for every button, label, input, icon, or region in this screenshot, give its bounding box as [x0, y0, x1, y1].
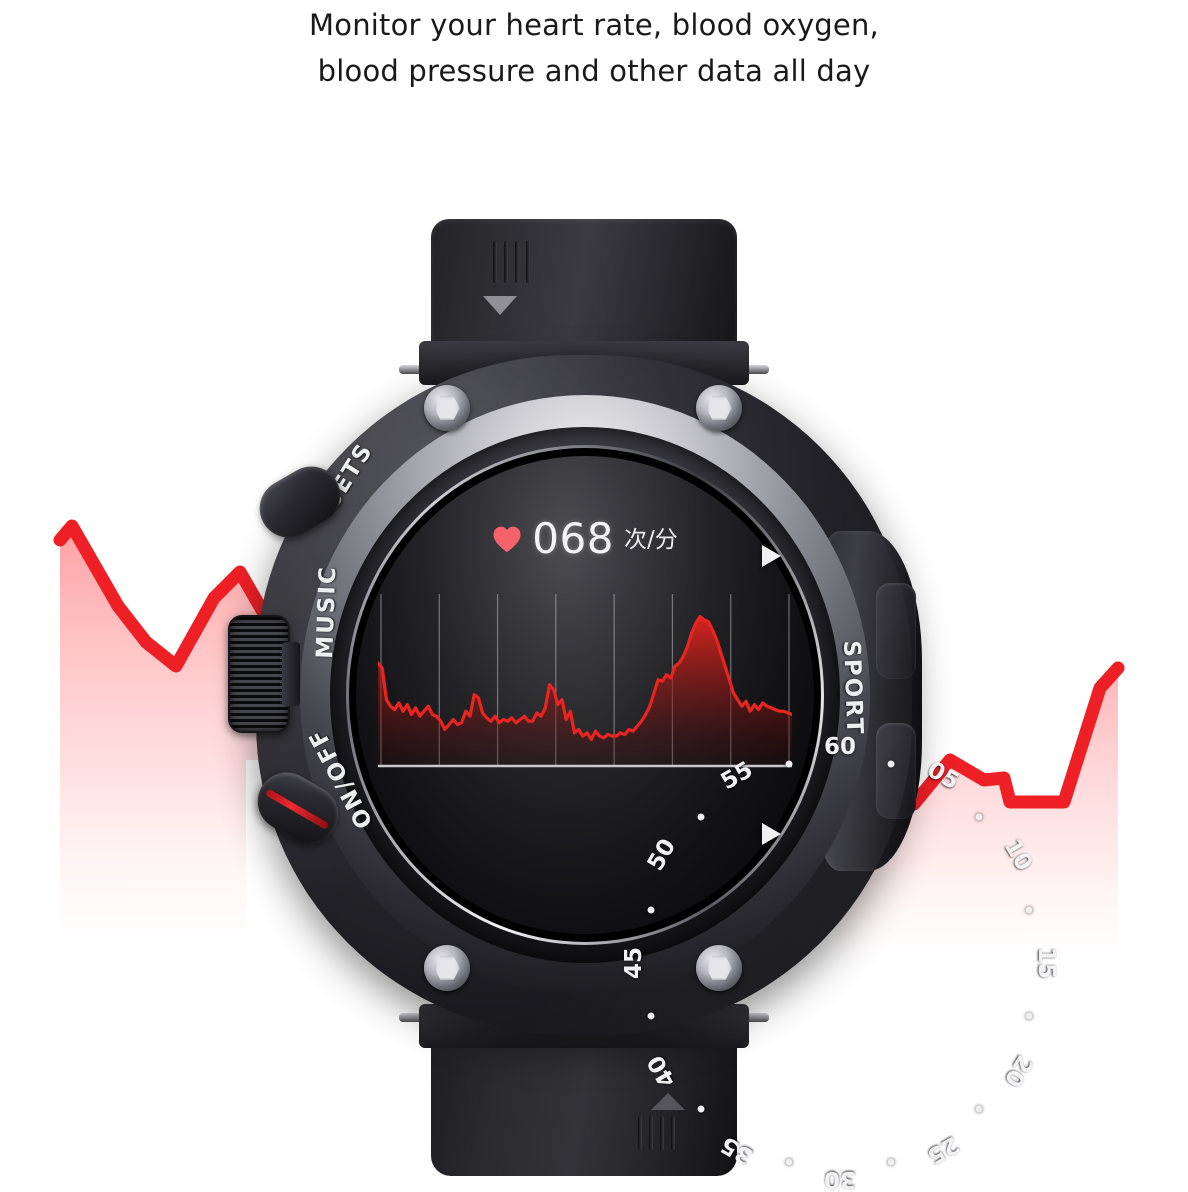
chart-area: [378, 616, 792, 766]
case-grip-tab-lower: [876, 723, 916, 819]
watch-screen[interactable]: 068 次/分: [356, 456, 814, 934]
case-label-music: MUSIC: [312, 564, 342, 660]
case-grip-tab-upper: [876, 583, 916, 679]
strap-ridges-bottom: [638, 1116, 675, 1150]
music-crown[interactable]: [228, 615, 300, 733]
heart-icon: [493, 526, 521, 552]
page-headline: Monitor your heart rate, blood oxygen, b…: [0, 0, 1188, 94]
strap-triangle-top: [483, 296, 517, 315]
heart-rate-chart: [378, 594, 792, 768]
smartwatch: 068 次/分 60 05 10 15 20 25 30 35 40 45 50 55 SETS MU…: [228, 205, 1059, 1192]
screw-top-right: [696, 385, 742, 431]
heart-rate-readout: 068 次/分: [356, 514, 814, 563]
chart-line: [378, 615, 792, 741]
screw-top-left: [424, 385, 470, 431]
headline-line-2: blood pressure and other data all day: [317, 54, 871, 88]
heart-rate-value: 068: [532, 514, 614, 563]
headline-line-1: Monitor your heart rate, blood oxygen,: [309, 8, 879, 42]
strap-triangle-bottom: [651, 1093, 685, 1110]
screw-bottom-right: [696, 945, 742, 991]
strap-ridges-top: [493, 241, 530, 283]
case-label-sport: SPORT: [837, 639, 867, 737]
screw-bottom-left: [424, 945, 470, 991]
heart-rate-unit: 次/分: [623, 526, 678, 553]
